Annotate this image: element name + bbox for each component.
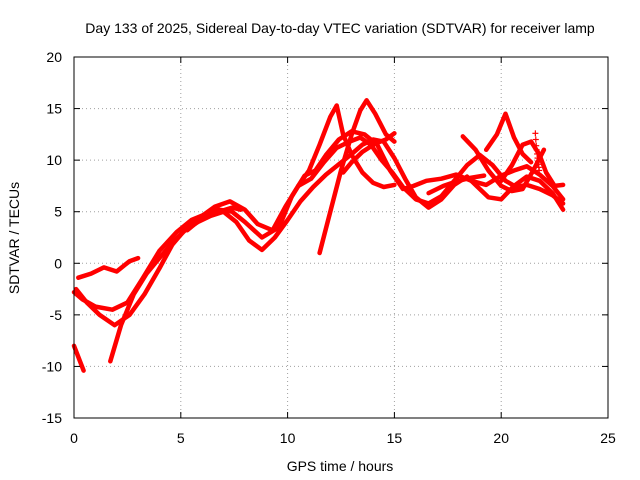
cross-marker	[536, 167, 543, 174]
y-tick-label: 20	[46, 49, 62, 65]
plot-frame	[73, 56, 609, 419]
series-line-track-4	[76, 255, 141, 280]
series-line-track-2	[73, 135, 566, 328]
y-tick-label: 5	[54, 204, 62, 220]
y-axis-label: SDTVAR / TECUs	[6, 182, 22, 294]
series-line-track-11	[184, 205, 243, 233]
x-tick-label: 20	[493, 430, 509, 446]
axis-ticks: 0 5 10 15 20 25 -15 -10 -5 0 5 10 15 20	[42, 49, 616, 446]
series-line-track-10	[498, 139, 566, 189]
cross-marker	[532, 130, 539, 137]
x-tick-label: 15	[387, 430, 403, 446]
y-tick-label: -5	[50, 307, 63, 323]
x-tick-label: 25	[600, 430, 616, 446]
plot-area	[71, 98, 566, 373]
y-tick-label: 10	[46, 152, 62, 168]
x-tick-label: 5	[177, 430, 185, 446]
cross-marker	[532, 136, 539, 143]
series-line-track-13	[426, 173, 487, 196]
series-line-track-5	[71, 343, 86, 373]
series-line-track-12	[340, 131, 397, 175]
chart-title: Day 133 of 2025, Sidereal Day-to-day VTE…	[85, 20, 595, 36]
series-line-track-1	[71, 129, 566, 312]
x-tick-label: 10	[280, 430, 296, 446]
series-line-track-6	[317, 98, 397, 256]
x-tick-label: 0	[70, 430, 78, 446]
series-line-track-8	[460, 134, 547, 194]
series-line-track-7	[296, 103, 397, 190]
y-tick-label: -15	[42, 410, 62, 426]
y-tick-label: 0	[54, 255, 62, 271]
y-tick-label: -10	[42, 358, 62, 374]
series-line-track-9	[483, 111, 534, 165]
y-tick-label: 15	[46, 101, 62, 117]
x-axis-label: GPS time / hours	[287, 458, 394, 474]
